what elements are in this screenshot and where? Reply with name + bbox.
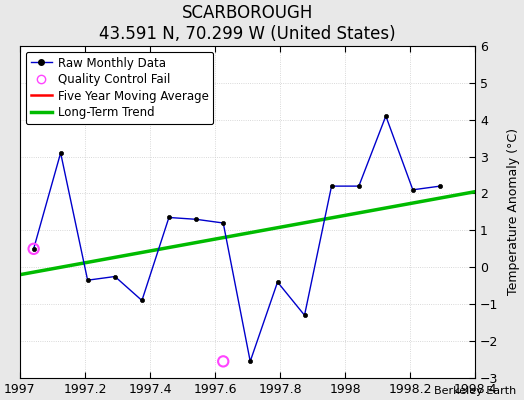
Point — [219, 358, 227, 364]
Y-axis label: Temperature Anomaly (°C): Temperature Anomaly (°C) — [507, 128, 520, 296]
Legend: Raw Monthly Data, Quality Control Fail, Five Year Moving Average, Long-Term Tren: Raw Monthly Data, Quality Control Fail, … — [26, 52, 213, 124]
Text: Berkeley Earth: Berkeley Earth — [434, 386, 516, 396]
Point — [29, 246, 38, 252]
Title: SCARBOROUGH
43.591 N, 70.299 W (United States): SCARBOROUGH 43.591 N, 70.299 W (United S… — [100, 4, 396, 43]
